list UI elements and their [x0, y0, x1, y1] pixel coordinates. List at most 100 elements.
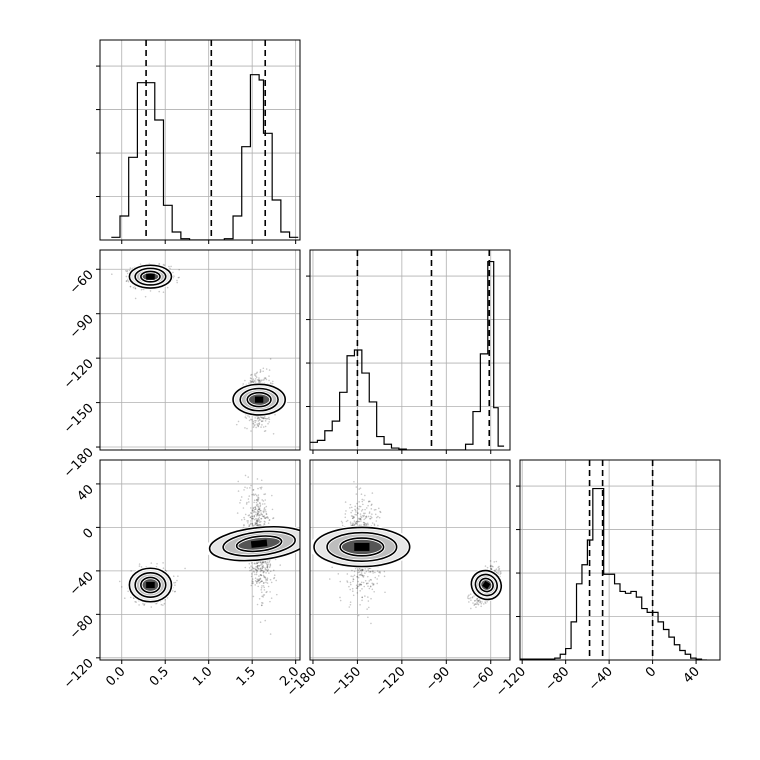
scatter-point — [150, 606, 153, 608]
scatter-point — [265, 516, 268, 519]
scatter-point — [264, 509, 267, 511]
scatter-point — [344, 516, 347, 519]
scatter-point — [256, 424, 259, 427]
panel-content — [310, 460, 510, 660]
scatter-point — [367, 616, 369, 619]
scatter-point — [266, 570, 269, 572]
scatter-point — [368, 587, 371, 590]
panel-content — [100, 460, 300, 660]
scatter-point — [359, 583, 362, 586]
scatter-point — [371, 492, 374, 494]
scatter-point — [162, 604, 164, 606]
scatter-point — [255, 524, 258, 527]
scatter-point — [256, 570, 259, 572]
scatter-point — [264, 377, 267, 379]
scatter-point — [270, 597, 273, 599]
scatter-point — [250, 374, 252, 376]
scatter-point — [253, 380, 255, 382]
scatter-point — [331, 566, 333, 569]
scatter-point — [252, 517, 254, 520]
scatter-point — [251, 523, 254, 525]
scatter-point — [265, 572, 267, 574]
scatter-point — [369, 517, 372, 520]
scatter-point — [349, 507, 351, 509]
scatter-point — [339, 596, 341, 599]
scatter-point — [353, 516, 355, 518]
scatter-point — [250, 380, 253, 383]
scatter-point — [259, 574, 262, 576]
scatter-point — [379, 510, 381, 513]
scatter-point — [359, 589, 361, 592]
scatter-point — [360, 493, 363, 496]
scatter-point — [253, 571, 255, 573]
scatter-point — [263, 516, 266, 519]
scatter-point — [143, 603, 146, 606]
scatter-point — [158, 263, 161, 265]
scatter-point — [264, 417, 266, 420]
scatter-point — [368, 606, 370, 609]
scatter-point — [379, 572, 381, 574]
scatter-point — [368, 511, 371, 513]
scatter-point — [261, 420, 264, 422]
scatter-point — [349, 583, 352, 586]
scatter-point — [473, 603, 476, 605]
scatter-point — [477, 603, 479, 605]
scatter-point — [269, 565, 271, 567]
scatter-point — [252, 567, 255, 570]
scatter-point — [260, 604, 263, 607]
scatter-point — [256, 513, 259, 516]
scatter-point — [361, 508, 364, 511]
scatter-point — [253, 511, 255, 514]
scatter-point — [257, 425, 260, 428]
scatter-point — [477, 600, 480, 603]
scatter-point — [257, 585, 259, 588]
scatter-point — [256, 478, 259, 480]
scatter-point — [250, 575, 253, 578]
scatter-point — [142, 602, 144, 605]
scatter-point — [251, 566, 254, 569]
scatter-point — [264, 429, 267, 432]
scatter-point — [357, 576, 360, 579]
scatter-point — [493, 570, 496, 572]
scatter-point — [352, 522, 354, 524]
scatter-point — [475, 606, 477, 608]
scatter-point — [351, 587, 354, 590]
contour-line — [478, 577, 494, 593]
scatter-point — [253, 380, 256, 382]
scatter-point — [479, 601, 482, 603]
scatter-point — [367, 504, 369, 507]
scatter-point — [163, 602, 166, 605]
scatter-point — [486, 566, 489, 569]
scatter-point — [490, 568, 492, 570]
peak-bin — [146, 582, 155, 588]
scatter-point — [272, 517, 274, 520]
scatter-point — [251, 524, 254, 527]
scatter-point — [174, 590, 177, 593]
scatter-point — [352, 590, 354, 593]
scatter-point — [244, 416, 247, 418]
peak-bin — [254, 396, 264, 403]
scatter-point — [253, 524, 255, 527]
scatter-point — [251, 578, 254, 580]
scatter-point — [366, 575, 369, 578]
scatter-point — [355, 511, 357, 513]
contour-line — [128, 264, 173, 289]
scatter-point — [263, 515, 266, 517]
scatter-point — [361, 568, 364, 571]
scatter-point — [366, 608, 368, 610]
scatter-point — [356, 575, 358, 578]
scatter-point — [262, 511, 265, 514]
scatter-point — [253, 501, 255, 504]
scatter-point — [363, 514, 365, 517]
scatter-point — [262, 426, 265, 428]
scatter-point — [356, 520, 358, 522]
scatter-point — [356, 585, 359, 588]
scatter-point — [256, 580, 259, 583]
scatter-point — [235, 423, 238, 426]
scatter-point — [174, 584, 176, 586]
scatter-point — [374, 576, 377, 579]
scatter-point — [247, 498, 250, 500]
scatter-point — [263, 581, 265, 584]
scatter-point — [351, 517, 354, 520]
scatter-point — [373, 523, 376, 526]
